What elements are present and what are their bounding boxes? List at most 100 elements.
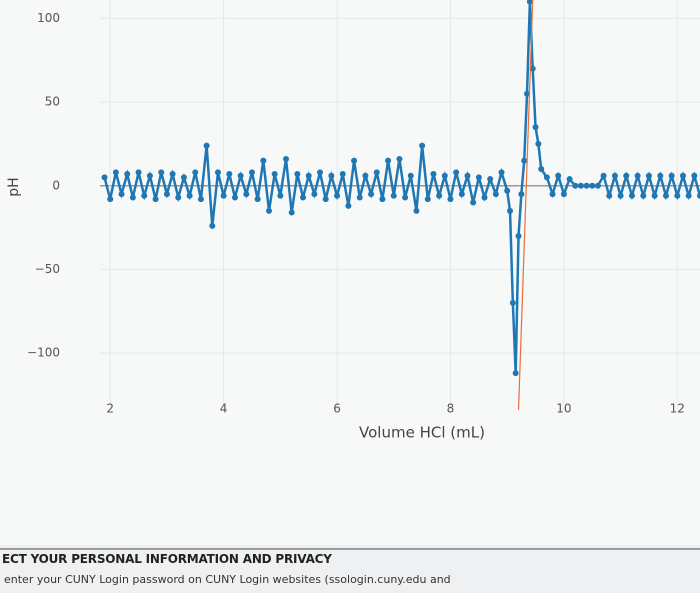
- data-point: [535, 140, 542, 147]
- data-point: [453, 169, 460, 176]
- data-point: [288, 209, 295, 216]
- data-point: [529, 65, 536, 72]
- y-axis-label: pH: [6, 177, 22, 196]
- data-point: [657, 172, 664, 179]
- data-point: [351, 157, 358, 164]
- data-point: [407, 172, 414, 179]
- data-point: [135, 169, 142, 176]
- data-point: [231, 194, 238, 201]
- data-point: [668, 172, 675, 179]
- data-point: [589, 182, 596, 189]
- data-point: [651, 192, 658, 199]
- data-point: [334, 192, 341, 199]
- data-point: [498, 169, 505, 176]
- data-point: [679, 172, 686, 179]
- data-point: [606, 192, 613, 199]
- data-point: [623, 172, 630, 179]
- data-point: [220, 192, 227, 199]
- data-point: [107, 196, 114, 203]
- chart: pH Volume HCl (mL) −100 −50 0 50 100 2 4 6 8 10 12: [6, 0, 700, 442]
- data-point: [543, 174, 550, 181]
- data-point: [112, 169, 119, 176]
- data-point: [237, 172, 244, 179]
- data-point: [538, 166, 545, 173]
- data-point: [697, 192, 700, 199]
- x-tick-label: 6: [333, 402, 341, 416]
- data-point: [317, 169, 324, 176]
- data-point: [169, 171, 176, 178]
- data-point: [512, 370, 519, 377]
- data-point: [555, 172, 562, 179]
- data-point: [180, 174, 187, 181]
- data-point: [362, 172, 369, 179]
- data-point: [311, 191, 318, 198]
- data-point: [322, 196, 329, 203]
- data-point: [345, 202, 352, 209]
- data-point: [305, 172, 312, 179]
- data-point: [628, 192, 635, 199]
- data-point: [146, 172, 153, 179]
- x-tick-label: 2: [106, 402, 114, 416]
- data-point: [124, 171, 131, 178]
- series-line: [517, 0, 534, 410]
- data-point: [549, 191, 556, 198]
- data-point: [560, 191, 567, 198]
- data-point: [521, 157, 528, 164]
- data-point: [674, 192, 681, 199]
- data-point: [265, 207, 272, 214]
- x-axis-label: Volume HCl (mL): [359, 424, 485, 442]
- data-point: [524, 90, 531, 97]
- y-tick-label: −100: [27, 346, 60, 360]
- footer-heading: ECT YOUR PERSONAL INFORMATION AND PRIVAC…: [2, 552, 332, 566]
- x-tick-label: 10: [556, 402, 571, 416]
- data-point: [685, 192, 692, 199]
- data-point: [600, 172, 607, 179]
- data-point: [226, 171, 233, 178]
- data-point: [129, 194, 136, 201]
- data-point: [368, 191, 375, 198]
- data-point: [118, 191, 125, 198]
- data-point: [163, 191, 170, 198]
- data-point: [504, 187, 511, 194]
- data-point: [175, 194, 182, 201]
- x-tick-label: 12: [670, 402, 685, 416]
- data-point: [283, 155, 290, 162]
- data-point: [373, 169, 380, 176]
- data-point: [572, 182, 579, 189]
- x-tick-label: 8: [447, 402, 455, 416]
- data-point: [339, 171, 346, 178]
- data-point: [458, 191, 465, 198]
- y-tick-label: 100: [37, 11, 60, 25]
- data-point: [186, 192, 193, 199]
- data-point: [214, 169, 221, 176]
- y-tick-label: 0: [52, 178, 60, 192]
- data-point: [328, 172, 335, 179]
- data-point: [594, 182, 601, 189]
- data-point: [294, 171, 301, 178]
- data-point: [640, 192, 647, 199]
- series-line: [103, 1, 700, 374]
- data-point: [481, 194, 488, 201]
- data-point: [487, 176, 494, 183]
- data-point: [515, 232, 522, 239]
- data-point: [634, 172, 641, 179]
- data-point: [385, 157, 392, 164]
- data-point: [197, 196, 204, 203]
- data-point: [436, 192, 443, 199]
- footer-text: enter your CUNY Login password on CUNY L…: [4, 573, 451, 586]
- data-point: [209, 222, 216, 229]
- data-point: [475, 174, 482, 181]
- data-point: [254, 196, 261, 203]
- data-point: [464, 172, 471, 179]
- data-point: [248, 169, 255, 176]
- data-point: [507, 207, 514, 214]
- data-point: [419, 142, 426, 149]
- data-point: [509, 299, 516, 306]
- data-point: [413, 207, 420, 214]
- data-point: [645, 172, 652, 179]
- data-point: [583, 182, 590, 189]
- data-point: [662, 192, 669, 199]
- data-point: [356, 194, 363, 201]
- data-point: [430, 171, 437, 178]
